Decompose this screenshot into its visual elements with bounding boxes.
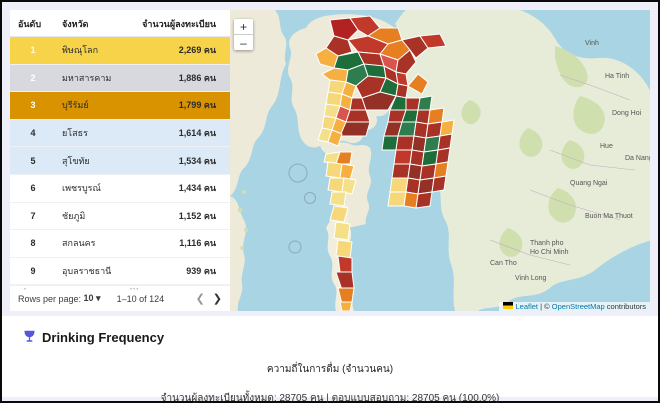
svg-text:Vinh Long: Vinh Long — [515, 275, 547, 282]
svg-text:Buon Ma Thuot: Buon Ma Thuot — [585, 213, 633, 220]
svg-text:Ho Chi Minh: Ho Chi Minh — [530, 249, 569, 256]
svg-text:Vinh: Vinh — [585, 40, 599, 47]
svg-text:Da Nang: Da Nang — [625, 155, 650, 162]
svg-text:Hue: Hue — [600, 143, 613, 150]
svg-text:Quang Ngai: Quang Ngai — [570, 180, 608, 187]
svg-text:Ha Tinh: Ha Tinh — [605, 73, 629, 80]
svg-text:Dong Hoi: Dong Hoi — [612, 110, 642, 117]
svg-text:Thanh pho: Thanh pho — [530, 240, 564, 247]
svg-text:Can Tho: Can Tho — [490, 260, 517, 267]
